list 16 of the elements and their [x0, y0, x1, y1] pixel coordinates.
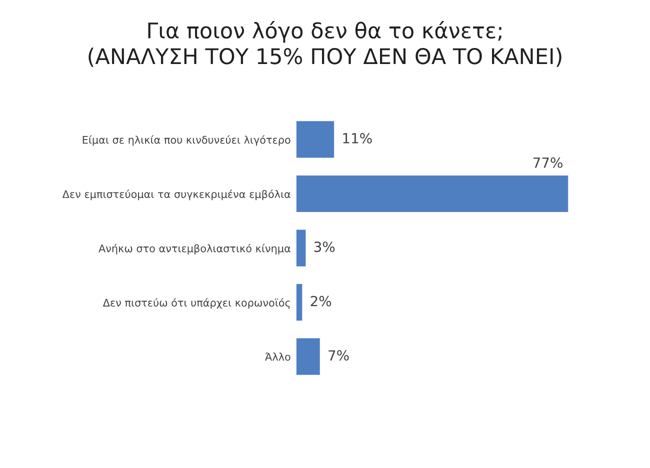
data-label: 11%	[343, 132, 372, 144]
bar	[296, 336, 322, 376]
y-tick-label: Άλλο	[265, 352, 290, 361]
data-label: 3%	[314, 242, 335, 252]
chart-title: Για ποιον λόγο δεν θα το κάνετε; (ΑΝΑΛΥΣΗ ΤΟΥ 15% ΠΟΥ ΔΕΝ ΘΑ ΤΟ ΚΑΝΕΙ)	[88, 21, 562, 67]
bar	[296, 282, 304, 322]
data-label: 7%	[328, 350, 349, 361]
data-label: 2%	[310, 296, 332, 306]
y-tick-label: Δεν πιστεύω ότι υπάρχει κορωνοϊός	[102, 298, 290, 309]
y-tick-label: Δεν εμπιστεύομαι τα συγκεκριμένα εμβόλια	[62, 190, 290, 200]
bar	[296, 174, 569, 214]
bar	[296, 228, 308, 268]
bar	[296, 120, 336, 160]
data-label: 77%	[533, 157, 562, 168]
y-tick-label: Είμαι σε ηλικία που κινδυνεύει λιγότερο	[82, 135, 290, 146]
y-tick-label: Ανήκω στο αντιεμβολιαστικό κίνημα	[98, 244, 290, 254]
